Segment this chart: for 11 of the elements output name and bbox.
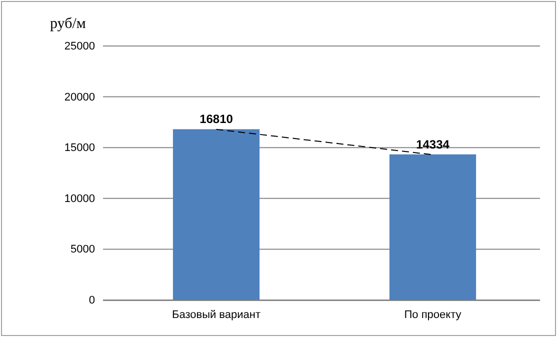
data-label: 16810 bbox=[200, 112, 234, 126]
data-label: 14334 bbox=[416, 137, 450, 152]
y-tick-label: 15000 bbox=[64, 142, 95, 154]
y-tick-label: 10000 bbox=[64, 192, 95, 205]
y-tick-label: 0 bbox=[88, 294, 95, 307]
x-tick-label: Базовый вариант bbox=[172, 308, 261, 321]
y-axis-title: руб/м bbox=[50, 16, 86, 32]
y-tick-label: 25000 bbox=[64, 40, 95, 53]
y-tick-label: 5000 bbox=[70, 244, 95, 256]
y-tick-label: 20000 bbox=[64, 91, 95, 104]
x-tick-label: По проекту bbox=[404, 308, 462, 321]
